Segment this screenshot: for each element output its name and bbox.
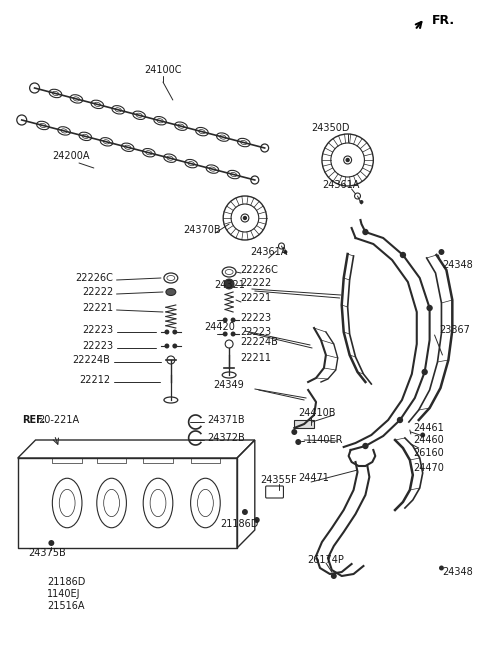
Text: 24348: 24348 bbox=[443, 567, 473, 577]
Circle shape bbox=[230, 331, 236, 337]
Text: 24460: 24460 bbox=[413, 435, 444, 445]
Circle shape bbox=[439, 249, 444, 255]
Text: 24371B: 24371B bbox=[207, 415, 245, 425]
Text: 24420: 24420 bbox=[204, 322, 235, 332]
Circle shape bbox=[291, 429, 297, 435]
Text: 24375B: 24375B bbox=[28, 548, 66, 558]
Text: 24355F: 24355F bbox=[260, 475, 297, 485]
Circle shape bbox=[397, 417, 402, 422]
Circle shape bbox=[427, 306, 432, 311]
FancyBboxPatch shape bbox=[294, 420, 314, 428]
Text: 24461: 24461 bbox=[413, 423, 444, 433]
Circle shape bbox=[165, 329, 169, 335]
Text: 21186D: 21186D bbox=[48, 577, 86, 587]
Circle shape bbox=[254, 517, 260, 523]
Circle shape bbox=[284, 250, 288, 254]
Text: 22223: 22223 bbox=[83, 325, 114, 335]
Ellipse shape bbox=[166, 289, 176, 295]
Circle shape bbox=[363, 444, 368, 448]
Text: 22226C: 22226C bbox=[76, 273, 114, 283]
Text: 22226C: 22226C bbox=[240, 265, 278, 275]
Circle shape bbox=[363, 229, 368, 234]
Text: 24361A: 24361A bbox=[250, 247, 288, 257]
Text: 24361A: 24361A bbox=[322, 180, 360, 190]
Text: 24470: 24470 bbox=[413, 463, 444, 473]
Circle shape bbox=[172, 329, 177, 335]
Circle shape bbox=[223, 317, 228, 322]
Text: 22223: 22223 bbox=[83, 341, 114, 351]
Text: 24349: 24349 bbox=[213, 380, 244, 390]
Text: 1140ER: 1140ER bbox=[306, 435, 344, 445]
Circle shape bbox=[400, 253, 406, 258]
Text: 23367: 23367 bbox=[440, 325, 470, 335]
Text: 20-221A: 20-221A bbox=[38, 415, 80, 425]
Text: 24410B: 24410B bbox=[298, 408, 336, 418]
Text: 22223: 22223 bbox=[240, 313, 271, 323]
Text: 24471: 24471 bbox=[298, 473, 329, 483]
Text: 22224B: 22224B bbox=[240, 337, 278, 347]
Circle shape bbox=[224, 279, 234, 289]
Text: FR.: FR. bbox=[432, 14, 455, 26]
Text: 22222: 22222 bbox=[83, 287, 114, 297]
Text: 21516A: 21516A bbox=[48, 601, 85, 611]
Circle shape bbox=[165, 344, 169, 348]
Circle shape bbox=[242, 509, 248, 515]
Text: 24100C: 24100C bbox=[144, 65, 182, 75]
Text: 22223: 22223 bbox=[240, 327, 271, 337]
Circle shape bbox=[439, 565, 444, 570]
Text: 22212: 22212 bbox=[80, 375, 110, 385]
Text: 21186D: 21186D bbox=[220, 519, 258, 529]
Text: 26160: 26160 bbox=[413, 448, 444, 458]
Text: 1140EJ: 1140EJ bbox=[48, 589, 81, 599]
Circle shape bbox=[48, 540, 54, 546]
Text: 22211: 22211 bbox=[240, 353, 271, 363]
Text: 24350D: 24350D bbox=[312, 123, 350, 133]
Circle shape bbox=[360, 200, 363, 204]
Circle shape bbox=[295, 439, 301, 445]
Text: 24370B: 24370B bbox=[184, 225, 221, 235]
Circle shape bbox=[172, 344, 177, 348]
Text: 22221: 22221 bbox=[240, 293, 271, 303]
Text: 24348: 24348 bbox=[443, 260, 473, 270]
Text: 24372B: 24372B bbox=[207, 433, 245, 443]
Text: REF.: REF. bbox=[22, 415, 45, 425]
Text: 22224B: 22224B bbox=[73, 355, 110, 365]
Circle shape bbox=[331, 573, 337, 579]
Text: 22222: 22222 bbox=[240, 278, 271, 288]
Text: 24321: 24321 bbox=[214, 280, 245, 290]
Circle shape bbox=[346, 158, 349, 162]
Circle shape bbox=[420, 433, 425, 437]
Text: 24200A: 24200A bbox=[52, 151, 90, 161]
Circle shape bbox=[422, 370, 427, 375]
Text: 26174P: 26174P bbox=[308, 555, 344, 565]
Circle shape bbox=[243, 216, 246, 220]
Circle shape bbox=[223, 331, 228, 337]
Circle shape bbox=[230, 317, 236, 322]
Text: 22221: 22221 bbox=[83, 303, 114, 313]
